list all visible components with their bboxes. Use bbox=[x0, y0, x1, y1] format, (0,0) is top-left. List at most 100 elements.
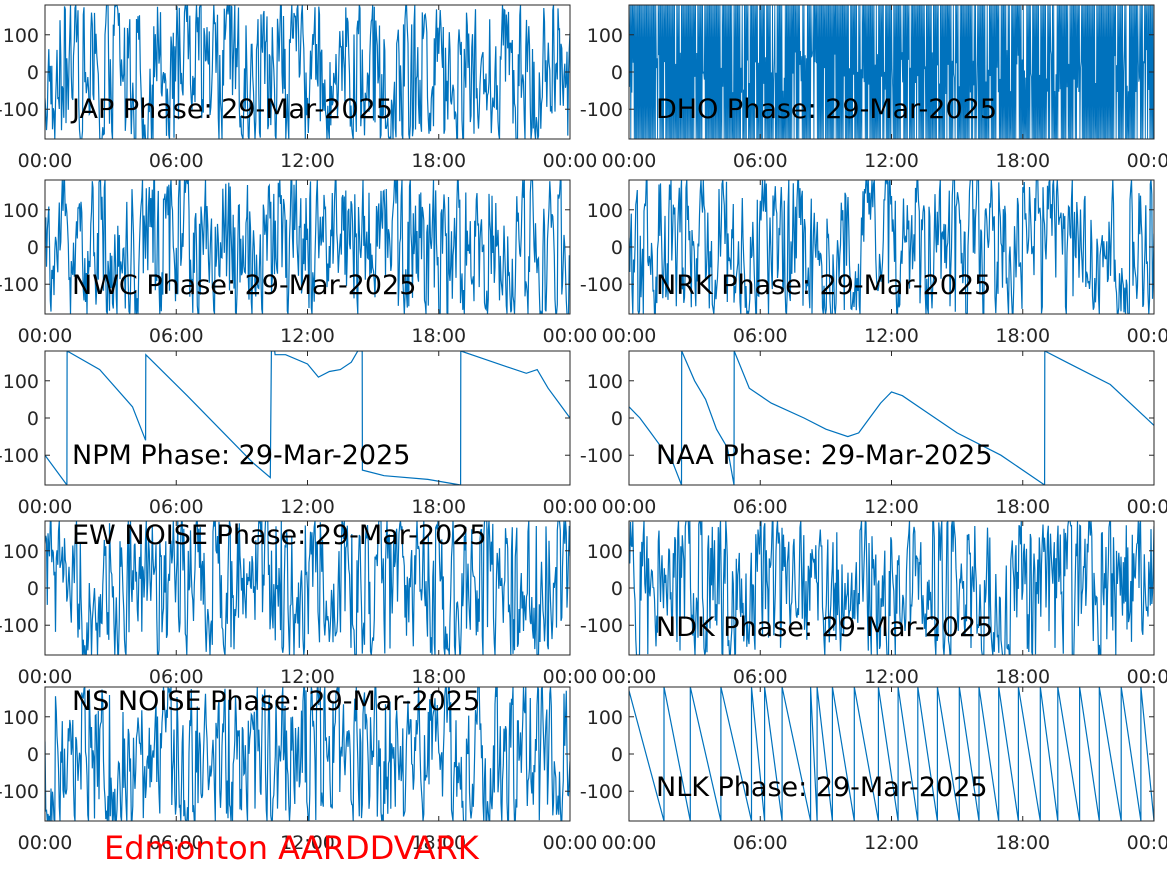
x-tick-label: 00:00 bbox=[1127, 496, 1167, 518]
x-tick-label: 18:00 bbox=[411, 496, 466, 518]
y-tick-label: 0 bbox=[27, 62, 39, 84]
x-tick-label: 00:00 bbox=[1127, 832, 1167, 854]
x-tick-label: 00:00 bbox=[602, 832, 657, 854]
x-tick-label: 06:00 bbox=[733, 496, 788, 518]
x-tick-label: 06:00 bbox=[149, 832, 204, 854]
y-tick-label: 0 bbox=[27, 744, 39, 766]
x-tick-label: 12:00 bbox=[280, 832, 335, 854]
x-tick-label: 12:00 bbox=[864, 325, 919, 347]
x-tick-label: 00:00 bbox=[1127, 150, 1167, 172]
chart-title: NWC Phase: 29-Mar-2025 bbox=[72, 270, 416, 301]
y-tick-label: 0 bbox=[611, 744, 623, 766]
chart-panel-5: -100 0 100 00:00 06:00 12:00 18:00 00:00 NAA Pha… bbox=[580, 350, 1167, 518]
phase-series-line bbox=[629, 351, 1154, 485]
x-tick-label: 06:00 bbox=[733, 150, 788, 172]
x-tick-label: 18:00 bbox=[411, 150, 466, 172]
y-tick-label: -100 bbox=[0, 615, 39, 637]
x-tick-label: 12:00 bbox=[280, 150, 335, 172]
chart-title: JAP Phase: 29-Mar-2025 bbox=[70, 94, 393, 125]
y-tick-label: 100 bbox=[587, 371, 623, 393]
phase-series-line bbox=[45, 687, 570, 821]
y-tick-label: 100 bbox=[3, 371, 39, 393]
x-tick-label: 00:00 bbox=[1127, 325, 1167, 347]
chart-panel-4: -100 0 100 00:00 06:00 12:00 18:00 00:00 NPM Pha… bbox=[0, 350, 598, 518]
x-tick-label: 06:00 bbox=[733, 325, 788, 347]
x-tick-label: 00:00 bbox=[602, 666, 657, 688]
y-tick-label: 0 bbox=[611, 578, 623, 600]
x-tick-label: 00:00 bbox=[543, 150, 598, 172]
chart-title: EW NOISE Phase: 29-Mar-2025 bbox=[72, 520, 487, 551]
chart-title: NLK Phase: 29-Mar-2025 bbox=[656, 772, 988, 803]
phase-series-line bbox=[45, 351, 570, 485]
x-tick-label: 00:00 bbox=[602, 150, 657, 172]
y-tick-label: 100 bbox=[587, 25, 623, 47]
x-tick-label: 06:00 bbox=[149, 325, 204, 347]
y-tick-label: 100 bbox=[3, 25, 39, 47]
chart-panel-7: -100 0 100 00:00 06:00 12:00 18:00 00:00 NDK Pha… bbox=[580, 520, 1167, 688]
chart-title: NDK Phase: 29-Mar-2025 bbox=[656, 612, 993, 643]
x-tick-label: 06:00 bbox=[149, 666, 204, 688]
phase-series-line bbox=[45, 180, 570, 314]
x-tick-label: 00:00 bbox=[602, 496, 657, 518]
x-tick-label: 18:00 bbox=[995, 832, 1050, 854]
x-tick-label: 06:00 bbox=[149, 150, 204, 172]
y-tick-label: 100 bbox=[3, 200, 39, 222]
x-tick-label: 00:00 bbox=[543, 496, 598, 518]
x-tick-label: 00:00 bbox=[543, 832, 598, 854]
figure-footer: Edmonton AARDDVARK bbox=[104, 829, 479, 867]
x-tick-label: 00:00 bbox=[18, 666, 73, 688]
chart-panel-0: -100 0 100 00:00 06:00 12:00 18:00 00:00 JAP Pha… bbox=[0, 4, 598, 172]
y-tick-label: -100 bbox=[580, 445, 623, 467]
phase-series-line bbox=[629, 521, 1154, 655]
x-tick-label: 18:00 bbox=[411, 325, 466, 347]
y-tick-label: -100 bbox=[0, 274, 39, 296]
y-tick-label: 0 bbox=[27, 578, 39, 600]
y-tick-label: 0 bbox=[611, 408, 623, 430]
x-tick-label: 12:00 bbox=[280, 325, 335, 347]
y-tick-label: 100 bbox=[587, 707, 623, 729]
x-tick-label: 00:00 bbox=[18, 150, 73, 172]
chart-panel-3: -100 0 100 00:00 06:00 12:00 18:00 00:00 NRK Pha… bbox=[580, 179, 1167, 347]
y-tick-label: 100 bbox=[587, 200, 623, 222]
y-tick-label: 0 bbox=[611, 62, 623, 84]
y-tick-label: -100 bbox=[580, 781, 623, 803]
x-tick-label: 00:00 bbox=[543, 666, 598, 688]
x-tick-label: 12:00 bbox=[864, 832, 919, 854]
chart-panel-9: -100 0 100 00:00 06:00 12:00 18:00 00:00 NLK Pha… bbox=[580, 686, 1167, 854]
x-tick-label: 18:00 bbox=[995, 150, 1050, 172]
y-tick-label: -100 bbox=[580, 274, 623, 296]
x-tick-label: 06:00 bbox=[733, 832, 788, 854]
phase-series-line bbox=[629, 687, 1154, 821]
x-tick-label: 00:00 bbox=[18, 832, 73, 854]
chart-title: DHO Phase: 29-Mar-2025 bbox=[656, 94, 997, 125]
x-tick-label: 18:00 bbox=[995, 666, 1050, 688]
x-tick-label: 18:00 bbox=[411, 832, 466, 854]
x-tick-label: 00:00 bbox=[18, 496, 73, 518]
x-tick-label: 00:00 bbox=[18, 325, 73, 347]
x-tick-label: 06:00 bbox=[733, 666, 788, 688]
y-tick-label: -100 bbox=[0, 445, 39, 467]
phase-series-line bbox=[629, 180, 1154, 314]
phase-series-line bbox=[45, 5, 570, 139]
x-tick-label: 18:00 bbox=[411, 666, 466, 688]
chart-panel-1: -100 0 100 00:00 06:00 12:00 18:00 00:00 DHO Pha… bbox=[580, 4, 1167, 172]
chart-panel-2: -100 0 100 00:00 06:00 12:00 18:00 00:00 NWC Pha… bbox=[0, 179, 598, 347]
x-tick-label: 00:00 bbox=[1127, 666, 1167, 688]
chart-title: NAA Phase: 29-Mar-2025 bbox=[656, 440, 993, 471]
y-tick-label: 0 bbox=[27, 237, 39, 259]
x-tick-label: 18:00 bbox=[995, 496, 1050, 518]
x-tick-label: 00:00 bbox=[543, 325, 598, 347]
y-tick-label: 0 bbox=[27, 408, 39, 430]
y-tick-label: 100 bbox=[3, 707, 39, 729]
x-tick-label: 00:00 bbox=[602, 325, 657, 347]
x-tick-label: 12:00 bbox=[864, 150, 919, 172]
chart-title: NS NOISE Phase: 29-Mar-2025 bbox=[72, 686, 480, 717]
chart-panel-6: -100 0 100 00:00 06:00 12:00 18:00 00:00 EW NOIS… bbox=[0, 520, 597, 688]
chart-title: NPM Phase: 29-Mar-2025 bbox=[72, 440, 410, 471]
chart-panel-8: -100 0 100 00:00 06:00 12:00 18:00 00:00 NS NOIS… bbox=[0, 686, 597, 854]
y-tick-label: -100 bbox=[0, 99, 39, 121]
x-tick-label: 18:00 bbox=[995, 325, 1050, 347]
chart-title: NRK Phase: 29-Mar-2025 bbox=[656, 270, 991, 301]
x-tick-label: 12:00 bbox=[280, 496, 335, 518]
